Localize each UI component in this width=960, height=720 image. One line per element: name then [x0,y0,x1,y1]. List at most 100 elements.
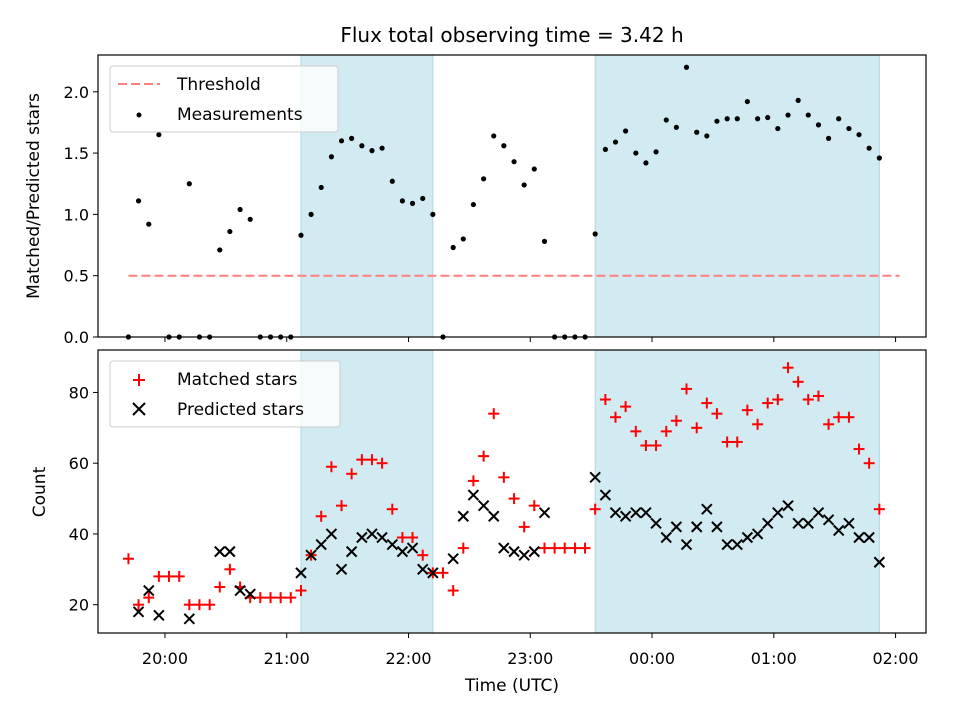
predicted-stars-point [509,547,519,557]
predicted-stars-point [154,610,164,620]
measurements-point [684,65,689,70]
measurements-point [451,245,456,250]
matched-stars-point [539,543,550,554]
matched-stars-point [580,543,591,554]
measurements-point [867,146,872,151]
x-tick-label: 20:00 [142,649,188,668]
measurements-point [461,236,466,241]
chart-title: Flux total observing time = 3.42 h [340,23,683,47]
predicted-stars-point [479,501,489,511]
measurements-point [298,233,303,238]
measurements-point [359,143,364,148]
matched-stars-point [458,543,469,554]
predicted-stars-legend-label: Predicted stars [177,400,304,420]
measurements-point [329,154,334,159]
measurements-point [633,150,638,155]
measurements-point [156,132,161,137]
predicted-stars-point [184,614,194,624]
x-tick-label: 21:00 [264,649,310,668]
predicted-stars-point [529,547,539,557]
measurements-point [623,128,628,133]
measurements-point [653,149,658,154]
top-y-tick-label: 0.0 [64,328,89,347]
measurements-point [704,133,709,138]
measurements-point [694,130,699,135]
matched-stars-point [559,543,570,554]
measurements-point [714,119,719,124]
matched-stars-point [163,571,174,582]
measurements-point [806,112,811,117]
measurements-point [187,181,192,186]
matched-stars-point [194,599,205,610]
measurements-point [593,231,598,236]
matched-stars-point [448,585,459,596]
bottom-y-tick-label: 60 [69,454,89,473]
predicted-stars-point [458,511,468,521]
predicted-stars-point [468,490,478,500]
matched-stars-point [569,543,580,554]
measurements-legend-swatch [137,113,142,118]
measurements-point [349,136,354,141]
matched-stars-point [529,500,540,511]
bottom-legend: Matched stars Predicted stars [110,361,340,427]
measurements-point [319,185,324,190]
measurements-point [613,139,618,144]
measurements-point [379,146,384,151]
matched-stars-point [488,408,499,419]
measurements-point [856,132,861,137]
x-tick-label: 23:00 [507,649,553,668]
bottom-y-tick-label: 80 [69,383,89,402]
measurements-point [877,155,882,160]
matched-stars-point [509,493,520,504]
threshold-legend-label: Threshold [176,75,261,95]
matched-stars-point [174,571,185,582]
measurements-point [846,126,851,131]
measurements-point [400,198,405,203]
predicted-stars-point [225,547,235,557]
measurements-point [308,212,313,217]
matched-stars-point [255,592,266,603]
predicted-stars-point [499,543,509,553]
top-legend: Threshold Measurements [110,66,338,132]
matched-stars-point [265,592,276,603]
measurements-point [826,136,831,141]
top-y-tick-label: 2.0 [64,83,89,102]
top-y-tick-label: 1.0 [64,205,89,224]
measurements-point [603,147,608,152]
measurements-legend-label: Measurements [177,105,303,125]
measurements-point [217,247,222,252]
measurements-point [725,116,730,121]
measurements-point [816,122,821,127]
measurements-point [755,116,760,121]
matched-stars-point [153,571,164,582]
measurements-point [481,176,486,181]
matched-stars-point [549,543,560,554]
matched-stars-point [123,553,134,564]
measurements-point [643,160,648,165]
measurements-point [430,212,435,217]
measurements-point [420,196,425,201]
measurements-point [146,222,151,227]
predicted-stars-point [489,511,499,521]
measurements-point [796,98,801,103]
x-tick-label: 02:00 [873,649,919,668]
measurements-point [836,116,841,121]
measurements-point [511,159,516,164]
observing-window-shade [595,55,879,337]
chart-figure: Flux total observing time = 3.42 h 0.0 0.… [0,0,960,720]
measurements-point [765,115,770,120]
measurements-point [136,198,141,203]
measurements-point [735,116,740,121]
measurements-point [491,133,496,138]
predicted-stars-point [215,547,225,557]
top-y-tick-label: 0.5 [64,267,89,286]
x-tick-label: 00:00 [629,649,675,668]
measurements-point [775,126,780,131]
matched-stars-point [224,564,235,575]
measurements-point [410,201,415,206]
bottom-panel: 20 40 60 80 Count Matched stars Predicted s… [30,350,926,638]
measurements-point [785,112,790,117]
matched-stars-point [478,451,489,462]
predicted-stars-point [519,550,529,560]
bottom-y-tick-label: 20 [69,596,89,615]
